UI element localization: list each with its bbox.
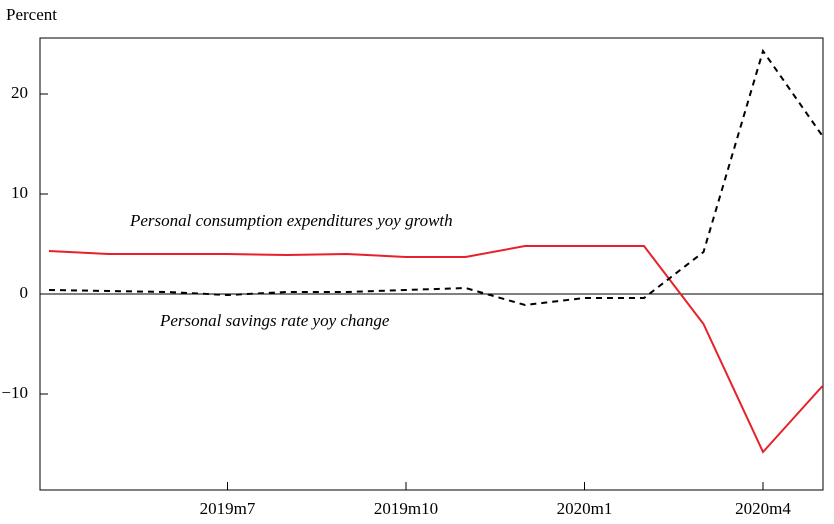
x-tick-label: 2020m1: [557, 499, 613, 518]
line-series: [48, 245, 824, 454]
x-tick-label: 2019m7: [200, 499, 256, 518]
line-series: [48, 48, 824, 307]
y-tick-label: 0: [20, 283, 29, 302]
y-axis-label: Percent: [6, 5, 57, 24]
y-tick-label: 20: [11, 83, 28, 102]
annotation: Personal consumption expenditures yoy gr…: [129, 211, 453, 230]
annotation: Personal savings rate yoy change: [159, 311, 390, 330]
y-tick-label: 10: [11, 183, 28, 202]
y-tick-label: −10: [1, 383, 28, 402]
x-tick-label: 2020m4: [735, 499, 791, 518]
plot-frame: [39, 37, 824, 491]
x-tick-label: 2019m10: [374, 499, 438, 518]
